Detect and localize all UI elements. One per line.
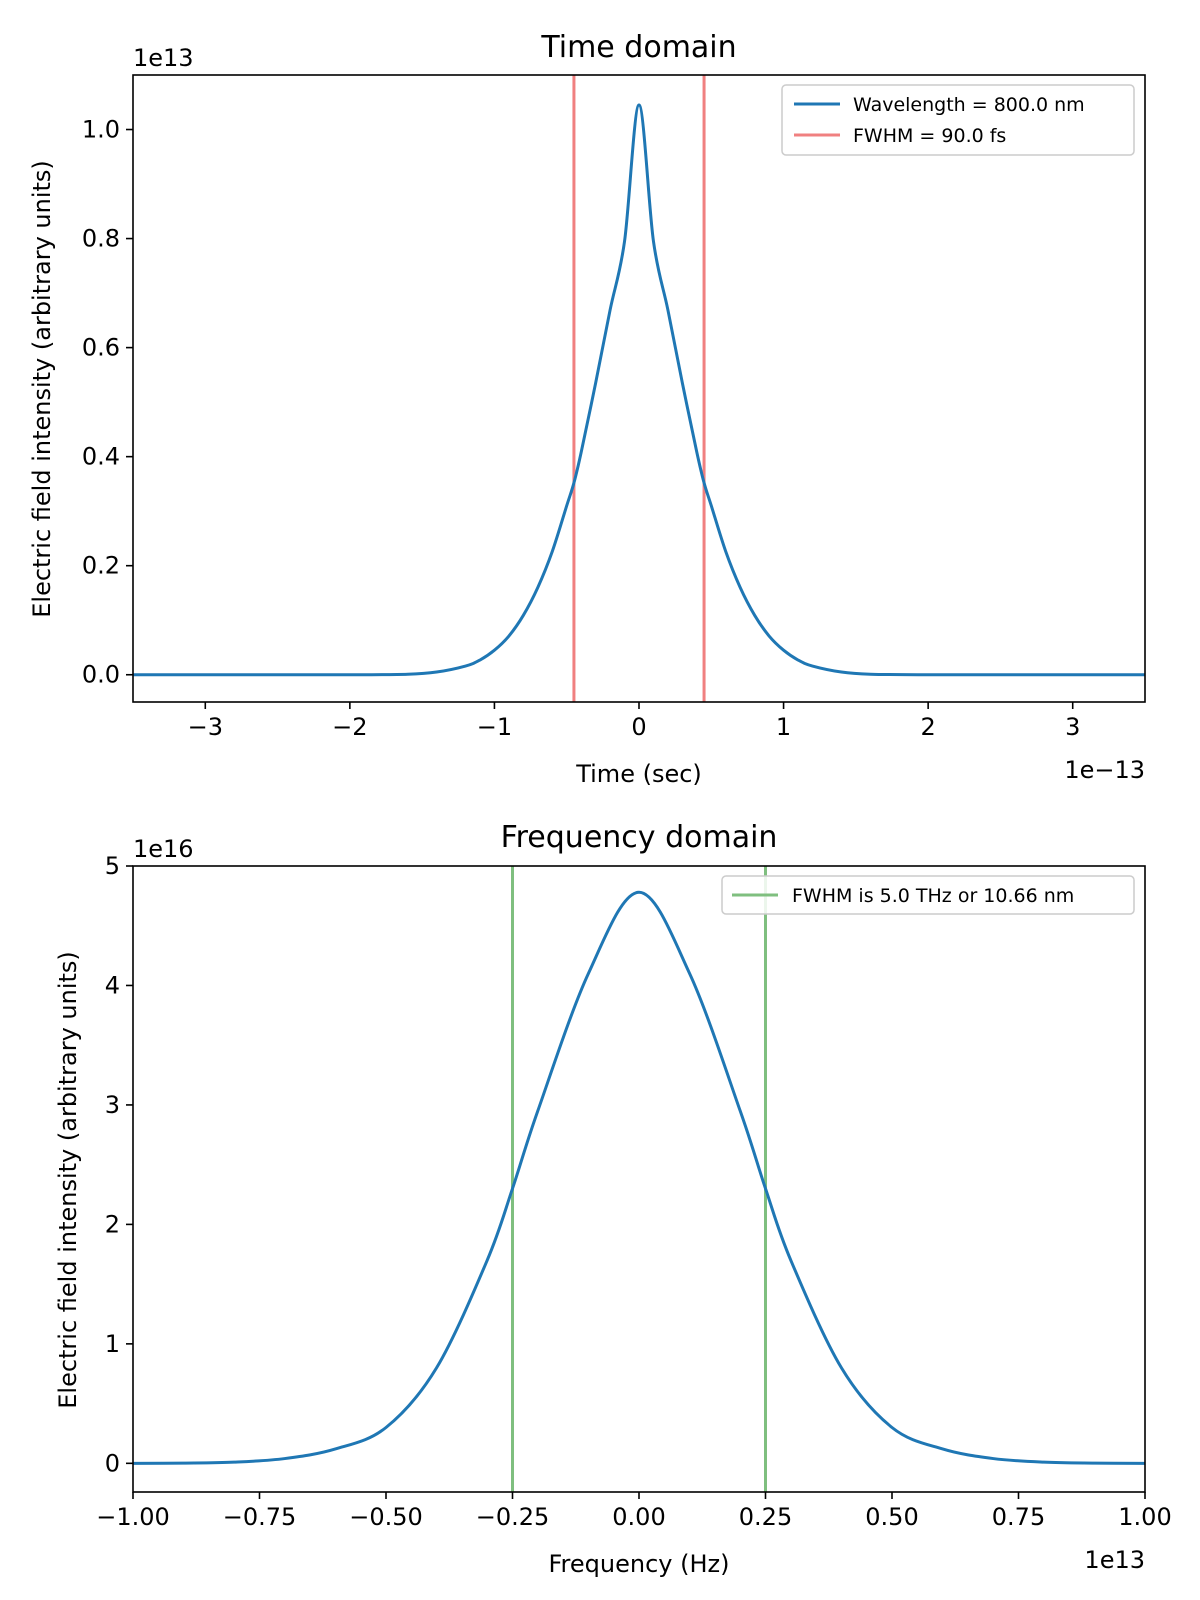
time-domain-y-offset-label: 1e13 — [133, 44, 194, 72]
time-domain-x-tick-label: −1 — [477, 713, 512, 741]
time-domain-y-axis-label: Electric field intensity (arbitrary unit… — [28, 160, 56, 618]
time-domain-y-tick-label: 0.8 — [82, 225, 120, 253]
time-domain-x-tick-label: 3 — [1065, 713, 1080, 741]
frequency-domain-title: Frequency domain — [501, 820, 778, 855]
time-domain-series — [133, 103, 1145, 677]
frequency-domain-y-tick-label: 1 — [105, 1330, 120, 1358]
frequency-domain-legend-box — [721, 875, 1135, 915]
frequency-domain-y-tick-label: 3 — [105, 1091, 120, 1119]
time-domain-series-line — [133, 103, 1145, 677]
time-domain-y-ticks: 0.0 0.2 0.4 0.6 0.8 1.0 — [82, 116, 133, 689]
frequency-domain-plot-frame — [132, 865, 1146, 1493]
time-domain-x-tick-label: 1 — [776, 713, 791, 741]
time-domain-legend-label-series: Wavelength = 800.0 nm — [853, 94, 1085, 116]
frequency-domain-x-tick-label: 0.75 — [992, 1503, 1045, 1531]
time-domain-legend-box — [781, 84, 1135, 156]
frequency-domain-x-axis-label: Frequency (Hz) — [549, 1550, 730, 1578]
frequency-domain-y-offset-label: 1e16 — [133, 835, 194, 863]
time-domain-plot-frame — [132, 74, 1146, 703]
frequency-domain-x-tick-label: −0.50 — [349, 1503, 423, 1531]
frequency-domain-y-ticks: 0 1 2 3 4 5 — [105, 852, 133, 1477]
frequency-domain-x-tick-label: −0.25 — [476, 1503, 550, 1531]
time-domain-x-axis-label: Time (sec) — [575, 760, 702, 788]
frequency-domain-x-tick-label: 0.50 — [865, 1503, 918, 1531]
time-domain-y-tick-label: 0.2 — [82, 552, 120, 580]
time-domain-panel: Time domain 1e13 1e−13 Time (sec) Electr… — [28, 30, 1146, 788]
time-domain-x-tick-label: 2 — [921, 713, 936, 741]
time-domain-fwhm-lines — [572, 75, 706, 702]
time-domain-title: Time domain — [540, 30, 736, 65]
time-domain-x-tick-label: −3 — [188, 713, 223, 741]
time-domain-x-tick-label: −2 — [332, 713, 367, 741]
time-domain-x-offset-label: 1e−13 — [1064, 756, 1145, 784]
frequency-domain-x-tick-label: 1.00 — [1118, 1503, 1171, 1531]
frequency-domain-legend-label-fwhm: FWHM is 5.0 THz or 10.66 nm — [792, 885, 1074, 907]
frequency-domain-legend: FWHM is 5.0 THz or 10.66 nm — [721, 875, 1135, 915]
frequency-domain-y-tick-label: 2 — [105, 1210, 120, 1238]
frequency-domain-x-tick-label: −1.00 — [96, 1503, 170, 1531]
frequency-domain-panel: Frequency domain 1e16 1e13 Frequency (Hz… — [54, 820, 1172, 1578]
frequency-domain-x-offset-label: 1e13 — [1084, 1546, 1145, 1574]
time-domain-y-tick-label: 1.0 — [82, 116, 120, 144]
time-domain-y-tick-label: 0.0 — [82, 661, 120, 689]
time-domain-legend: Wavelength = 800.0 nm FWHM = 90.0 fs — [781, 84, 1135, 156]
frequency-domain-x-ticks: −1.00 −0.75 −0.50 −0.25 0.00 0.25 0.50 0.75 1.00 — [96, 1492, 1172, 1531]
frequency-domain-y-tick-label: 5 — [105, 852, 120, 880]
frequency-domain-y-axis-label: Electric field intensity (arbitrary unit… — [54, 951, 82, 1409]
time-domain-x-ticks: −3 −2 −1 0 1 2 3 — [188, 702, 1080, 741]
frequency-domain-y-tick-label: 4 — [105, 971, 120, 999]
frequency-domain-x-tick-label: 0.25 — [739, 1503, 792, 1531]
frequency-domain-x-tick-label: −0.75 — [223, 1503, 297, 1531]
frequency-domain-x-tick-label: 0.00 — [612, 1503, 665, 1531]
time-domain-legend-label-fwhm: FWHM = 90.0 fs — [853, 125, 1006, 147]
frequency-domain-y-tick-label: 0 — [105, 1449, 120, 1477]
time-domain-x-tick-label: 0 — [631, 713, 646, 741]
time-domain-y-tick-label: 0.4 — [82, 443, 120, 471]
frequency-domain-series-line — [133, 890, 1145, 1465]
frequency-domain-series — [133, 890, 1145, 1465]
frequency-domain-fwhm-lines — [511, 866, 767, 1492]
time-domain-y-tick-label: 0.6 — [82, 334, 120, 362]
